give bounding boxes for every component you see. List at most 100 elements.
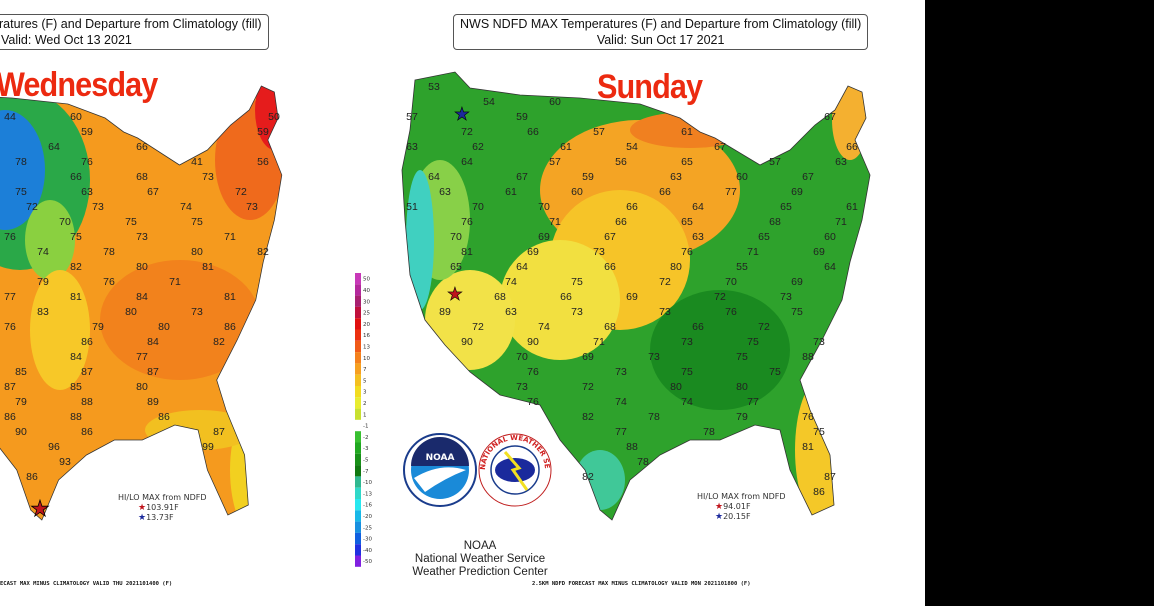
right-title-box: NWS NDFD MAX Temperatures (F) and Depart… <box>453 14 869 50</box>
temperature-label: 74 <box>538 321 550 333</box>
legend-tick-label: -16 <box>363 503 372 509</box>
temperature-label: 57 <box>593 126 605 138</box>
legend-tick-label: -30 <box>363 537 372 543</box>
temperature-label: 76 <box>527 366 539 378</box>
temperature-label: 66 <box>659 186 671 198</box>
hilo-title: HI/LO MAX from NDFD <box>697 492 786 501</box>
temperature-label: 73 <box>246 201 258 213</box>
legend-swatch <box>355 374 361 386</box>
temperature-label: 72 <box>714 291 726 303</box>
legend-swatch <box>355 499 361 511</box>
temperature-label: 60 <box>549 96 561 108</box>
temperature-label: 73 <box>813 336 825 348</box>
temperature-label: 65 <box>450 261 462 273</box>
noaa-logo-text: NOAA <box>426 453 455 463</box>
temperature-label: 90 <box>461 336 473 348</box>
legend-tick-label: 30 <box>363 299 370 305</box>
temperature-label: 82 <box>70 261 82 273</box>
temperature-label: 68 <box>136 171 148 183</box>
temperature-label: 67 <box>147 186 159 198</box>
temperature-label: 72 <box>582 381 594 393</box>
temperature-label: 87 <box>4 381 16 393</box>
temperature-label: 57 <box>406 111 418 123</box>
legend-swatch <box>355 295 361 307</box>
right-title-line2: Valid: Sun Oct 17 2021 <box>596 33 725 47</box>
legend-swatch <box>355 408 361 420</box>
legend-tick-label: -40 <box>363 548 372 554</box>
temperature-label: 74 <box>681 396 693 408</box>
temperature-label: 73 <box>516 381 528 393</box>
temperature-label: 86 <box>4 411 16 423</box>
temperature-label: 59 <box>582 171 594 183</box>
temperature-label: 66 <box>136 141 148 153</box>
legend-tick-label: 25 <box>363 311 370 317</box>
legend-swatch <box>355 521 361 533</box>
legend-tick-label: -5 <box>363 457 369 463</box>
temperature-label: 63 <box>670 171 682 183</box>
temperature-label: 75 <box>769 366 781 378</box>
legend-swatch <box>355 329 361 341</box>
temperature-label: 60 <box>736 171 748 183</box>
temperature-label: 66 <box>604 261 616 273</box>
temperature-label: 90 <box>527 336 539 348</box>
legend-tick-label: -1 <box>363 424 368 430</box>
temperature-label: 81 <box>202 261 214 273</box>
temperature-label: 77 <box>136 351 148 363</box>
temperature-label: 41 <box>191 156 203 168</box>
temperature-label: 86 <box>158 411 170 423</box>
legend-swatch <box>355 555 361 567</box>
temperature-label: 88 <box>70 411 82 423</box>
temperature-label: 80 <box>158 321 170 333</box>
temperature-label: 86 <box>81 336 93 348</box>
temperature-label: 77 <box>725 186 737 198</box>
legend-swatch <box>355 340 361 353</box>
temperature-label: 75 <box>70 231 82 243</box>
temperature-label: 57 <box>549 156 561 168</box>
temperature-label: 76 <box>461 216 473 228</box>
lo-star-icon: ★ <box>715 512 724 522</box>
legend-swatch <box>355 431 361 443</box>
left-day-label: Wednesday <box>0 66 158 104</box>
legend-swatch <box>355 510 361 522</box>
temperature-label: 63 <box>692 231 704 243</box>
right-title-line1: NWS NDFD MAX Temperatures (F) and Depart… <box>460 17 862 31</box>
legend-tick-label: -50 <box>363 559 372 565</box>
temperature-label: 69 <box>791 276 803 288</box>
temperature-label: 80 <box>670 381 682 393</box>
lo-star-icon: ★ <box>138 513 147 523</box>
lo-star-icon: ★ <box>454 104 470 125</box>
temperature-label: 66 <box>626 201 638 213</box>
temperature-label: 75 <box>813 426 825 438</box>
temperature-label: 86 <box>81 426 93 438</box>
legend-swatch <box>355 363 361 375</box>
temperature-label: 69 <box>813 246 825 258</box>
legend-swatch <box>355 487 361 499</box>
wpc-credit: NOAA National Weather Service Weather Pr… <box>400 540 560 579</box>
temperature-label: 72 <box>472 321 484 333</box>
legend-tick-label: -2 <box>363 435 368 441</box>
legend-tick-label: 16 <box>363 333 370 339</box>
temperature-label: 60 <box>824 231 836 243</box>
temperature-label: 54 <box>626 141 638 153</box>
left-title-line2: Valid: Wed Oct 13 2021 <box>1 33 132 47</box>
temperature-label: 72 <box>758 321 770 333</box>
legend-swatch <box>355 442 361 454</box>
right-footer: 2.5KM NDFD FORECAST MAX MINUS CLIMATOLOG… <box>532 581 751 587</box>
temperature-label: 76 <box>681 246 693 258</box>
temperature-label: 88 <box>626 441 638 453</box>
temperature-label: 80 <box>136 261 148 273</box>
temperature-label: 61 <box>846 201 858 213</box>
temperature-label: 73 <box>659 306 671 318</box>
left-title-line1: ratures (F) and Departure from Climatolo… <box>0 17 262 31</box>
temperature-label: 67 <box>604 231 616 243</box>
temperature-label: 66 <box>527 126 539 138</box>
temperature-label: 83 <box>37 306 49 318</box>
color-legend: 50 40 30 25 20 16 13 10 7 5 3 2 1 -1 -2 -3 -5 -7 -10 -13 -16… <box>355 273 372 567</box>
temperature-label: 75 <box>15 186 27 198</box>
temperature-label: 61 <box>505 186 517 198</box>
temperature-label: 72 <box>26 201 38 213</box>
temperature-label: 71 <box>169 276 181 288</box>
temperature-label: 81 <box>70 291 82 303</box>
temperature-label: 85 <box>70 381 82 393</box>
